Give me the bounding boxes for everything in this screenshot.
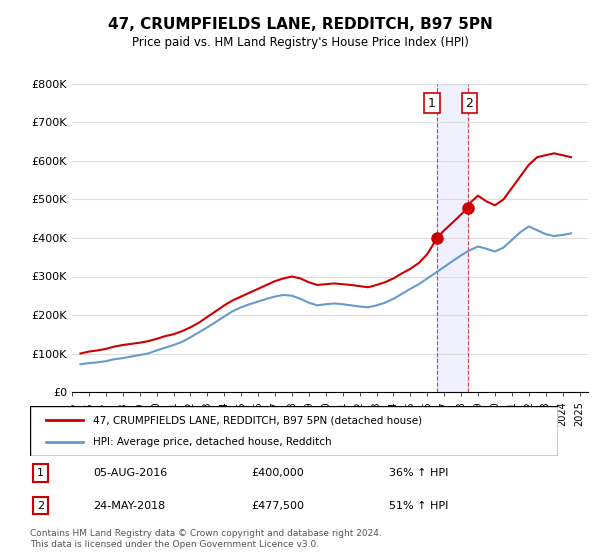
Text: 2: 2: [37, 501, 44, 511]
Text: 47, CRUMPFIELDS LANE, REDDITCH, B97 5PN: 47, CRUMPFIELDS LANE, REDDITCH, B97 5PN: [107, 17, 493, 32]
Text: 24-MAY-2018: 24-MAY-2018: [94, 501, 166, 511]
FancyBboxPatch shape: [30, 406, 558, 456]
Text: £477,500: £477,500: [252, 501, 305, 511]
Text: 1: 1: [428, 97, 436, 110]
Text: 1: 1: [37, 468, 44, 478]
Text: 05-AUG-2016: 05-AUG-2016: [94, 468, 167, 478]
Bar: [437, 84, 467, 392]
Text: HPI: Average price, detached house, Redditch: HPI: Average price, detached house, Redd…: [94, 437, 332, 447]
Text: £400,000: £400,000: [252, 468, 305, 478]
Text: 36% ↑ HPI: 36% ↑ HPI: [389, 468, 448, 478]
Text: 47, CRUMPFIELDS LANE, REDDITCH, B97 5PN (detached house): 47, CRUMPFIELDS LANE, REDDITCH, B97 5PN …: [94, 415, 422, 425]
Text: 2: 2: [465, 97, 473, 110]
Text: Price paid vs. HM Land Registry's House Price Index (HPI): Price paid vs. HM Land Registry's House …: [131, 36, 469, 49]
Text: Contains HM Land Registry data © Crown copyright and database right 2024.
This d: Contains HM Land Registry data © Crown c…: [30, 529, 382, 549]
Text: 51% ↑ HPI: 51% ↑ HPI: [389, 501, 448, 511]
